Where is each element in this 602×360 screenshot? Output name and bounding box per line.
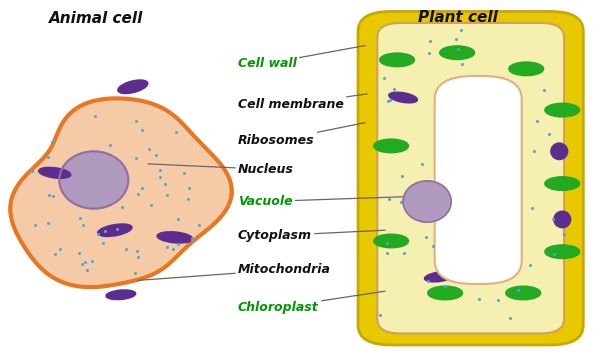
Ellipse shape	[509, 62, 544, 76]
FancyBboxPatch shape	[377, 23, 564, 333]
Ellipse shape	[98, 224, 132, 237]
Ellipse shape	[118, 80, 148, 94]
Ellipse shape	[439, 46, 474, 59]
Ellipse shape	[380, 53, 415, 67]
FancyBboxPatch shape	[435, 76, 522, 284]
Text: Mitochondria: Mitochondria	[138, 263, 331, 280]
Ellipse shape	[545, 245, 580, 258]
Text: Cytoplasm: Cytoplasm	[238, 229, 385, 242]
Ellipse shape	[157, 232, 193, 243]
Ellipse shape	[106, 290, 135, 300]
Ellipse shape	[374, 139, 409, 153]
Text: Animal cell: Animal cell	[49, 12, 143, 26]
Text: Cell wall: Cell wall	[238, 45, 365, 70]
Ellipse shape	[424, 272, 454, 282]
Ellipse shape	[428, 286, 462, 300]
FancyBboxPatch shape	[358, 12, 583, 345]
Text: Ribosomes: Ribosomes	[238, 123, 365, 147]
Ellipse shape	[39, 167, 71, 178]
Text: Cell membrane: Cell membrane	[238, 94, 367, 111]
Ellipse shape	[545, 177, 580, 190]
Text: Chloroplast: Chloroplast	[238, 291, 385, 314]
Text: Nucleus: Nucleus	[148, 163, 294, 176]
Ellipse shape	[403, 181, 451, 222]
Ellipse shape	[554, 211, 571, 228]
Ellipse shape	[374, 234, 409, 248]
Ellipse shape	[59, 151, 128, 209]
Text: Plant cell: Plant cell	[418, 10, 498, 24]
Polygon shape	[10, 98, 232, 287]
Ellipse shape	[389, 92, 417, 103]
Text: Vacuole: Vacuole	[238, 195, 421, 208]
Ellipse shape	[545, 103, 580, 117]
Ellipse shape	[551, 143, 568, 159]
Ellipse shape	[506, 286, 541, 300]
